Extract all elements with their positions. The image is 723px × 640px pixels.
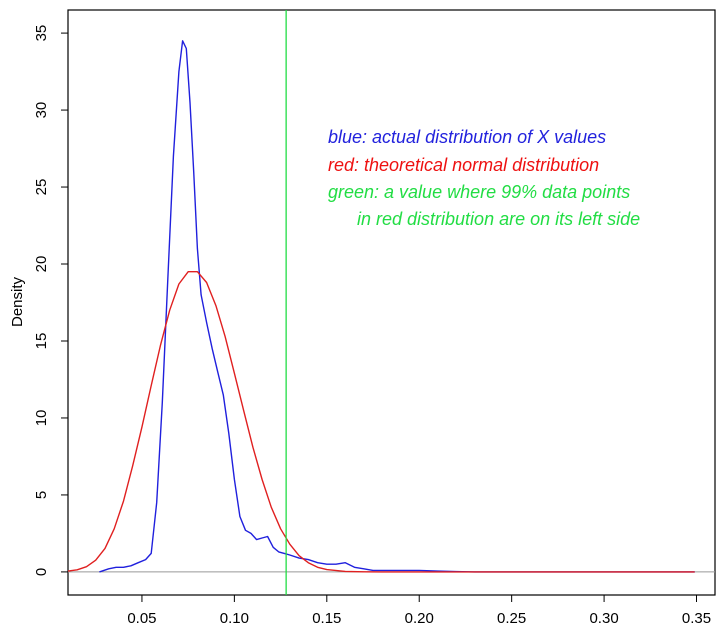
annotation-green-1: green: a value where 99% data points	[328, 182, 630, 202]
x-axis: 0.05 0.10 0.15 0.20 0.25 0.30 0.35	[127, 595, 711, 627]
series-line-normal	[67, 271, 695, 573]
y-tick-label: 20	[33, 256, 50, 273]
y-axis-title: Density	[9, 276, 26, 327]
y-tick-label: 15	[33, 333, 50, 350]
annotation-red: red: theoretical normal distribution	[328, 155, 599, 175]
y-tick-label: 35	[33, 25, 50, 42]
x-tick-label: 0.25	[497, 610, 526, 627]
series-layer	[67, 40, 695, 573]
plot-frame	[67, 9, 716, 596]
y-tick-label: 5	[33, 491, 50, 499]
annotation-blue: blue: actual distribution of X values	[328, 127, 606, 147]
legend-annotations: blue: actual distribution of X values re…	[328, 127, 640, 229]
x-tick-label: 0.05	[127, 610, 156, 627]
x-tick-label: 0.30	[589, 610, 618, 627]
y-tick-label: 30	[33, 102, 50, 119]
y-tick-label: 10	[33, 410, 50, 427]
series-line-actual	[99, 40, 695, 573]
x-tick-label: 0.20	[405, 610, 434, 627]
x-tick-label: 0.15	[312, 610, 341, 627]
y-tick-label: 0	[33, 568, 50, 576]
x-tick-label: 0.10	[220, 610, 249, 627]
annotation-green-2: in red distribution are on its left side	[357, 209, 640, 229]
y-axis: 0 5 10 15 20 25 30 35	[33, 25, 68, 576]
x-tick-label: 0.35	[682, 610, 711, 627]
y-tick-label: 25	[33, 179, 50, 196]
